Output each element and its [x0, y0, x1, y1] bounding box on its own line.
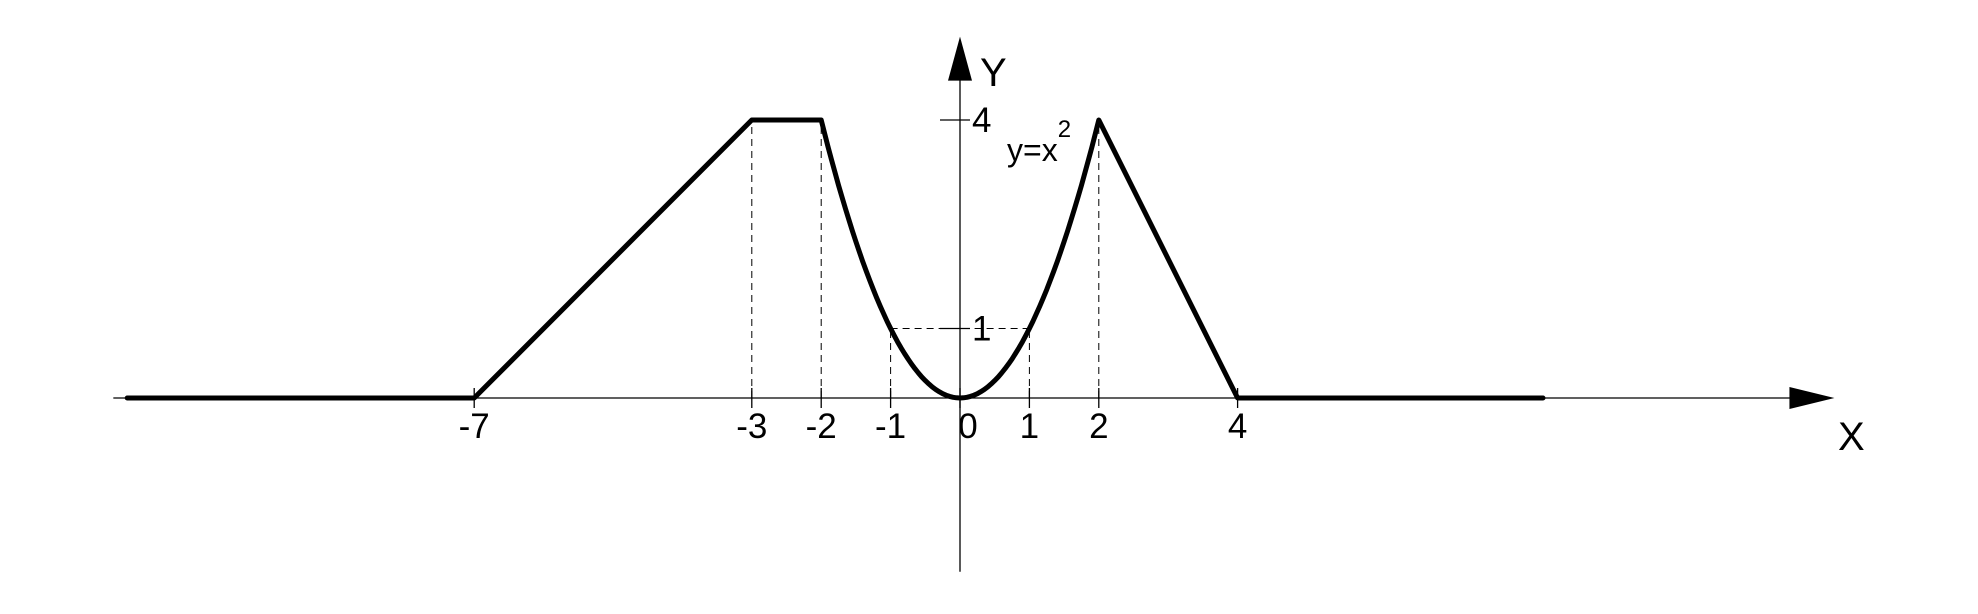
x-tick-label: 4 [1228, 407, 1247, 446]
x-tick-label: -3 [736, 407, 767, 446]
annotation-superscript: 2 [1058, 116, 1071, 143]
curve-annotation: y=x2 [1007, 116, 1071, 168]
y-axis-arrowhead [948, 36, 972, 81]
guide-lines [751, 120, 1100, 398]
x-tick-label: 1 [1020, 407, 1039, 446]
series-line [124, 117, 1546, 401]
x-tick-label: 0 [958, 407, 977, 446]
y-tick-label: 4 [972, 101, 991, 140]
x-tick-label: -7 [459, 407, 490, 446]
y-axis-label: Y [980, 51, 1007, 95]
x-tick-label: 2 [1089, 407, 1108, 446]
x-tick-label: -2 [806, 407, 837, 446]
x-tick-label: -1 [875, 407, 906, 446]
y-tick-label: 1 [972, 310, 991, 349]
tick-labels: -7 -3 -2 -1 0 1 2 4 1 4 [459, 101, 1248, 446]
x-axis-arrowhead [1789, 387, 1835, 409]
x-axis-label: X [1838, 415, 1865, 459]
annotation-text: y=x [1007, 132, 1058, 168]
